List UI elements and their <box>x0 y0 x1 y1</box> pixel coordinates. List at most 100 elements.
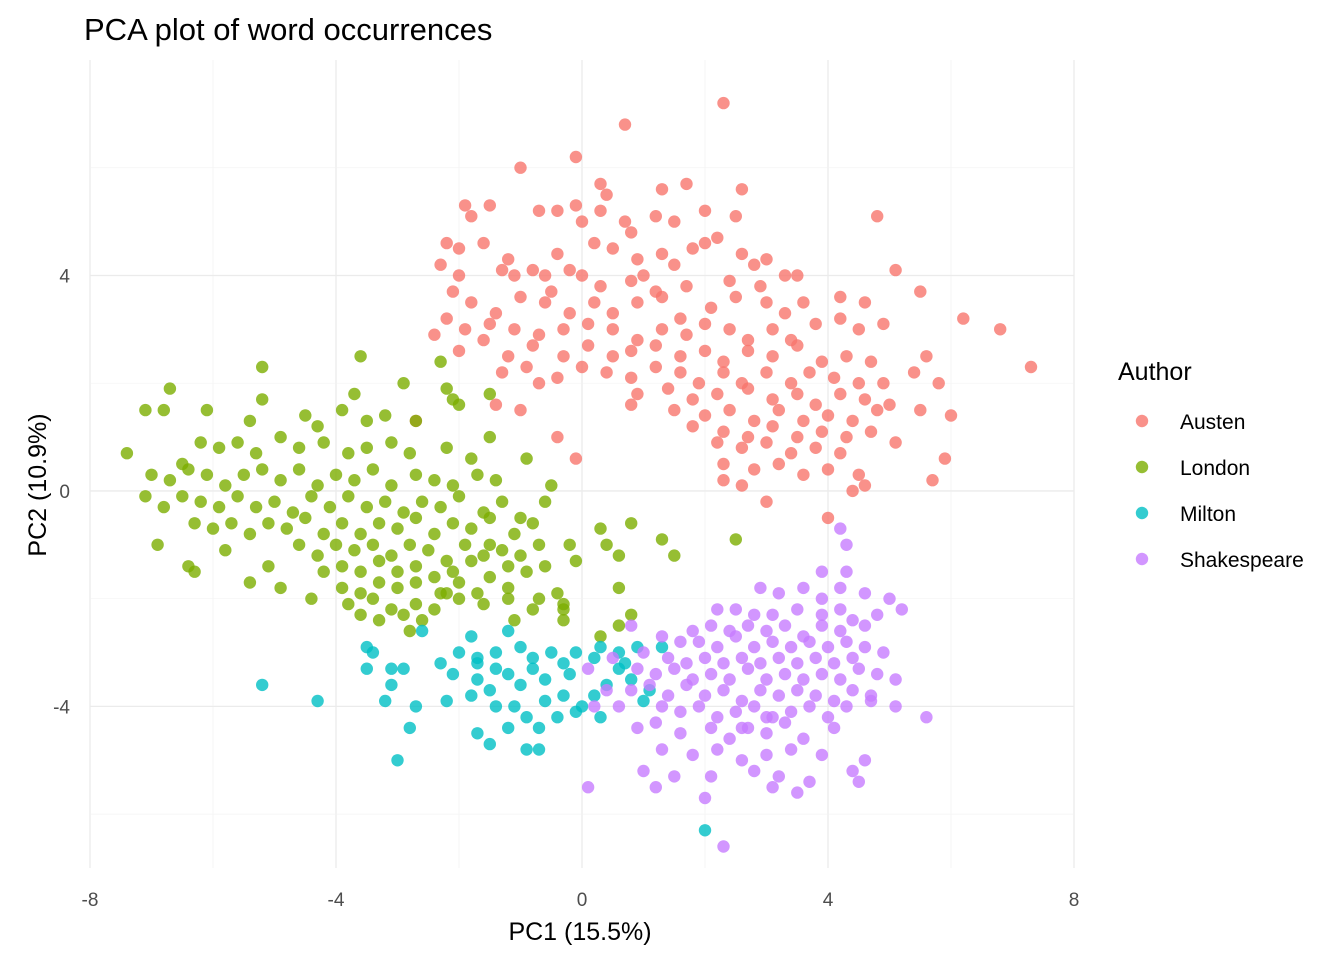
data-point <box>409 511 423 525</box>
data-point <box>385 678 398 692</box>
data-point <box>452 398 466 411</box>
data-point <box>538 673 552 686</box>
data-point <box>680 328 693 341</box>
data-point <box>637 646 650 659</box>
data-point <box>957 312 970 325</box>
data-point <box>532 328 546 341</box>
data-point <box>280 522 293 535</box>
data-point <box>495 263 509 277</box>
data-point <box>317 565 330 578</box>
data-point <box>434 258 447 271</box>
data-point <box>809 689 822 702</box>
data-point <box>262 560 275 573</box>
data-point <box>803 775 816 788</box>
data-point <box>686 393 699 406</box>
chart-title: PCA plot of word occurrences <box>84 12 492 47</box>
data-point <box>569 199 583 212</box>
data-point <box>391 754 404 767</box>
data-point <box>698 791 712 805</box>
data-point <box>342 597 355 611</box>
data-point <box>274 474 287 487</box>
data-point <box>477 549 490 562</box>
data-point <box>557 657 570 670</box>
data-point <box>711 711 724 724</box>
data-point <box>784 447 798 460</box>
data-point <box>754 657 767 670</box>
data-point <box>219 479 232 492</box>
data-point <box>698 204 712 217</box>
data-point <box>200 468 214 481</box>
data-point <box>588 236 601 250</box>
data-point <box>612 700 626 713</box>
data-point <box>674 727 687 740</box>
data-point <box>563 263 576 277</box>
data-point <box>834 624 847 638</box>
data-point <box>723 732 736 745</box>
data-point <box>366 538 380 551</box>
data-point <box>778 619 792 632</box>
data-point <box>532 538 546 551</box>
data-point <box>612 549 626 562</box>
data-point <box>717 840 730 853</box>
data-point <box>618 657 632 670</box>
data-point <box>606 323 619 336</box>
data-point <box>754 581 767 595</box>
data-point <box>397 608 410 621</box>
data-point <box>465 554 478 568</box>
data-point <box>551 711 564 724</box>
data-point <box>631 333 644 347</box>
data-point <box>871 403 884 417</box>
data-point <box>717 657 730 670</box>
data-point <box>446 517 460 530</box>
data-point <box>809 651 822 665</box>
data-point <box>151 538 164 551</box>
data-point <box>698 824 712 837</box>
data-point <box>354 587 367 600</box>
data-point <box>575 269 589 282</box>
legend-label-milton: Milton <box>1180 503 1236 526</box>
data-point <box>465 210 478 223</box>
data-point <box>649 781 662 794</box>
data-point <box>729 603 742 616</box>
data-point <box>538 495 552 508</box>
data-point <box>889 673 902 686</box>
data-point <box>465 689 478 702</box>
data-point <box>741 619 755 632</box>
data-point <box>791 387 804 401</box>
data-point <box>612 619 626 632</box>
data-point <box>840 538 853 551</box>
data-point <box>895 603 908 616</box>
data-point <box>526 603 539 616</box>
data-point <box>520 452 533 465</box>
data-point <box>551 430 564 444</box>
data-point <box>594 711 607 724</box>
data-point <box>342 490 355 503</box>
data-point <box>723 274 736 288</box>
data-point <box>502 350 515 363</box>
data-point <box>692 635 706 648</box>
data-point <box>391 522 404 535</box>
data-point <box>864 425 878 438</box>
data-point <box>594 522 607 535</box>
data-point <box>489 307 503 320</box>
data-point <box>852 323 865 336</box>
data-point <box>360 662 373 675</box>
data-point <box>366 463 380 476</box>
data-point <box>735 479 749 492</box>
data-point <box>729 630 742 643</box>
data-point <box>797 414 810 428</box>
data-point <box>200 403 214 417</box>
data-point <box>760 673 773 686</box>
legend-label-shakespeare: Shakespeare <box>1180 549 1304 572</box>
data-point <box>631 253 644 266</box>
data-point <box>668 403 681 417</box>
data-point <box>194 436 207 449</box>
data-point <box>760 296 773 309</box>
data-point <box>502 667 515 681</box>
data-point <box>249 447 263 460</box>
data-point <box>840 565 853 578</box>
data-point <box>452 269 466 282</box>
data-point <box>237 468 250 481</box>
data-point <box>760 624 773 638</box>
data-point <box>815 565 829 578</box>
